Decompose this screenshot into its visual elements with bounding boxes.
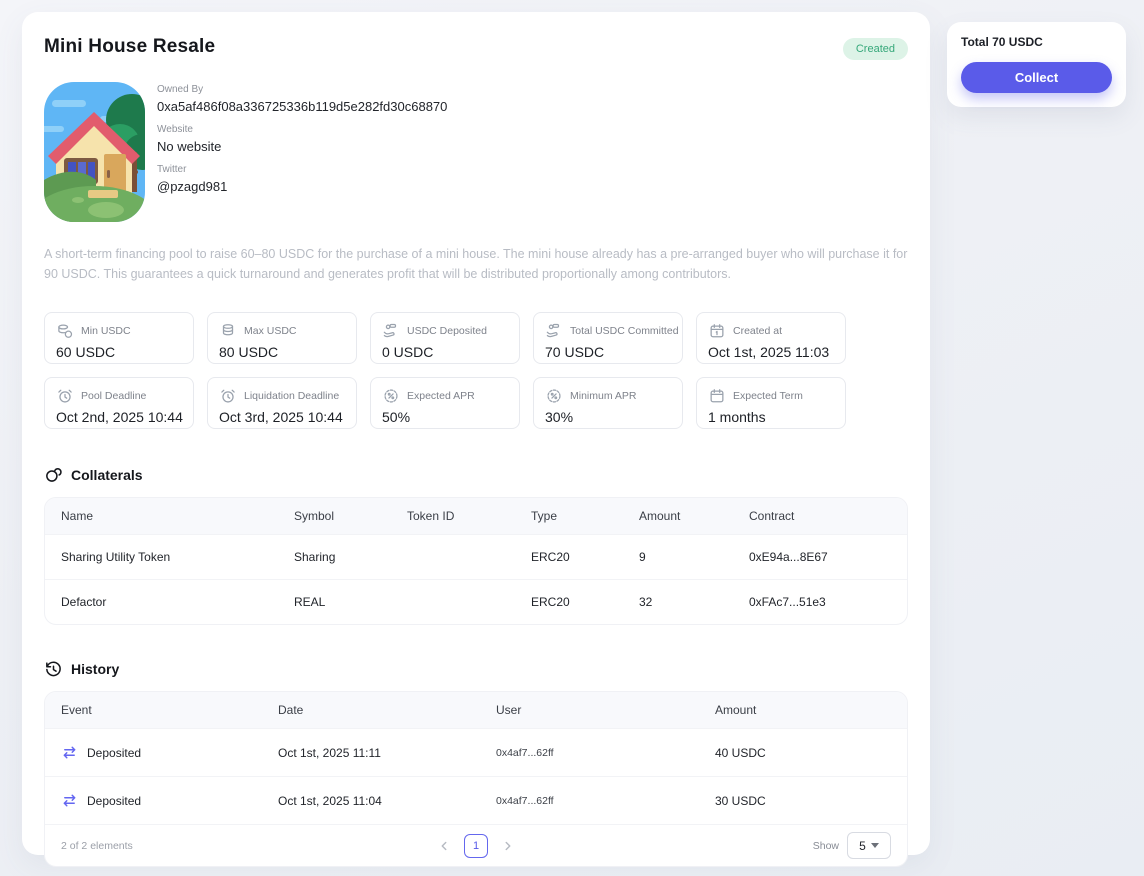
stat-max-usdc: Max USDC 80 USDC	[207, 312, 357, 364]
coins-icon	[56, 322, 74, 340]
contract-address[interactable]: 0xE94a...8E67	[749, 550, 828, 564]
history-icon	[44, 659, 63, 678]
stat-min-usdc: Min USDC 60 USDC	[44, 312, 194, 364]
stat-liquidation-deadline: Liquidation Deadline Oct 3rd, 2025 10:44	[207, 377, 357, 429]
website-value: No website	[157, 139, 222, 154]
col-contract: Contract	[749, 509, 795, 523]
page-title: Mini House Resale	[44, 36, 216, 57]
elements-count: 2 of 2 elements	[61, 839, 133, 852]
status-badge: Created	[842, 38, 908, 60]
prev-page-button[interactable]	[437, 839, 451, 853]
header-row: Mini House Resale Created	[44, 36, 908, 60]
page-number-button[interactable]: 1	[464, 833, 488, 858]
alarm-clock-icon	[56, 387, 74, 405]
col-date: Date	[278, 703, 304, 717]
owned-by-group: Owned By 0xa5af486f08a336725336b119d5e28…	[157, 84, 447, 114]
coins-icon	[219, 322, 237, 340]
house-illustration	[44, 82, 145, 222]
transfer-icon	[61, 792, 78, 809]
history-table-header: Event Date User Amount	[45, 692, 907, 728]
stat-pool-deadline: Pool Deadline Oct 2nd, 2025 10:44	[44, 377, 194, 429]
history-table: Event Date User Amount Deposited Oct 1st…	[44, 691, 908, 867]
pool-description: A short-term financing pool to raise 60–…	[44, 247, 908, 281]
col-user: User	[496, 703, 522, 717]
profile-info: Owned By 0xa5af486f08a336725336b119d5e28…	[157, 82, 447, 222]
col-event: Event	[61, 703, 92, 717]
stat-expected-term: Expected Term 1 months	[696, 377, 846, 429]
profile-section: Owned By 0xa5af486f08a336725336b119d5e28…	[44, 82, 908, 222]
page-size-select[interactable]: 5	[847, 832, 891, 859]
owned-by-label: Owned By	[157, 84, 204, 95]
website-label: Website	[157, 124, 193, 135]
stat-total-usdc-committed: Total USDC Committed 70 USDC	[533, 312, 683, 364]
collect-button[interactable]: Collect	[961, 62, 1112, 93]
hand-coins-icon	[545, 322, 563, 340]
stat-minimum-apr: Minimum APR 30%	[533, 377, 683, 429]
transfer-icon	[61, 744, 78, 761]
col-token-id: Token ID	[407, 509, 455, 523]
collaterals-section-title: Collaterals	[44, 465, 908, 484]
collaterals-table-header: Name Symbol Token ID Type Amount Contrac…	[45, 498, 907, 534]
pagination: 1	[261, 833, 691, 858]
collaterals-table-body: Sharing Utility Token Sharing ERC20 9 0x…	[45, 534, 907, 624]
percent-icon	[382, 387, 400, 405]
total-usdc-label: Total 70 USDC	[961, 35, 1043, 49]
stat-created-at: Created at Oct 1st, 2025 11:03	[696, 312, 846, 364]
stats-grid: Min USDC 60 USDC Max USDC 80 USDC	[44, 312, 908, 429]
user-address[interactable]: 0x4af7...62ff	[496, 746, 554, 759]
collect-panel: Total 70 USDC Collect	[947, 22, 1126, 107]
website-group: Website No website	[157, 124, 447, 154]
next-page-button[interactable]	[501, 839, 515, 853]
collaterals-table: Name Symbol Token ID Type Amount Contrac…	[44, 497, 908, 625]
col-amount: Amount	[639, 509, 681, 523]
table-row[interactable]: Deposited Oct 1st, 2025 11:04 0x4af7...6…	[45, 776, 907, 824]
table-row[interactable]: Defactor REAL ERC20 32 0xFAc7...51e3	[45, 579, 907, 624]
calendar-icon	[708, 387, 726, 405]
pool-avatar-image	[44, 82, 145, 222]
tether-icon	[44, 465, 63, 484]
percent-icon	[545, 387, 563, 405]
twitter-group: Twitter @pzagd981	[157, 164, 447, 194]
history-table-body: Deposited Oct 1st, 2025 11:11 0x4af7...6…	[45, 728, 907, 824]
col-amount: Amount	[715, 703, 757, 717]
history-section-title: History	[44, 659, 908, 678]
history-table-footer: 2 of 2 elements 1 Show 5	[45, 824, 907, 866]
table-row[interactable]: Sharing Utility Token Sharing ERC20 9 0x…	[45, 534, 907, 579]
stat-expected-apr: Expected APR 50%	[370, 377, 520, 429]
chevron-down-icon	[870, 843, 879, 848]
twitter-handle[interactable]: @pzagd981	[157, 179, 228, 194]
stat-usdc-deposited: USDC Deposited 0 USDC	[370, 312, 520, 364]
event-label: Deposited	[87, 793, 142, 808]
owner-address: 0xa5af486f08a336725336b119d5e282fd30c688…	[157, 99, 448, 114]
col-symbol: Symbol	[294, 509, 335, 523]
table-row[interactable]: Deposited Oct 1st, 2025 11:11 0x4af7...6…	[45, 728, 907, 776]
user-address[interactable]: 0x4af7...62ff	[496, 794, 554, 807]
col-name: Name	[61, 509, 94, 523]
calendar-icon	[708, 322, 726, 340]
pool-detail-card: Mini House Resale Created	[22, 12, 930, 867]
contract-address[interactable]: 0xFAc7...51e3	[749, 595, 826, 609]
event-label: Deposited	[87, 745, 142, 760]
hand-coins-icon	[382, 322, 400, 340]
show-label: Show	[812, 839, 839, 852]
twitter-label: Twitter	[157, 164, 187, 175]
alarm-clock-icon	[219, 387, 237, 405]
col-type: Type	[531, 509, 558, 523]
